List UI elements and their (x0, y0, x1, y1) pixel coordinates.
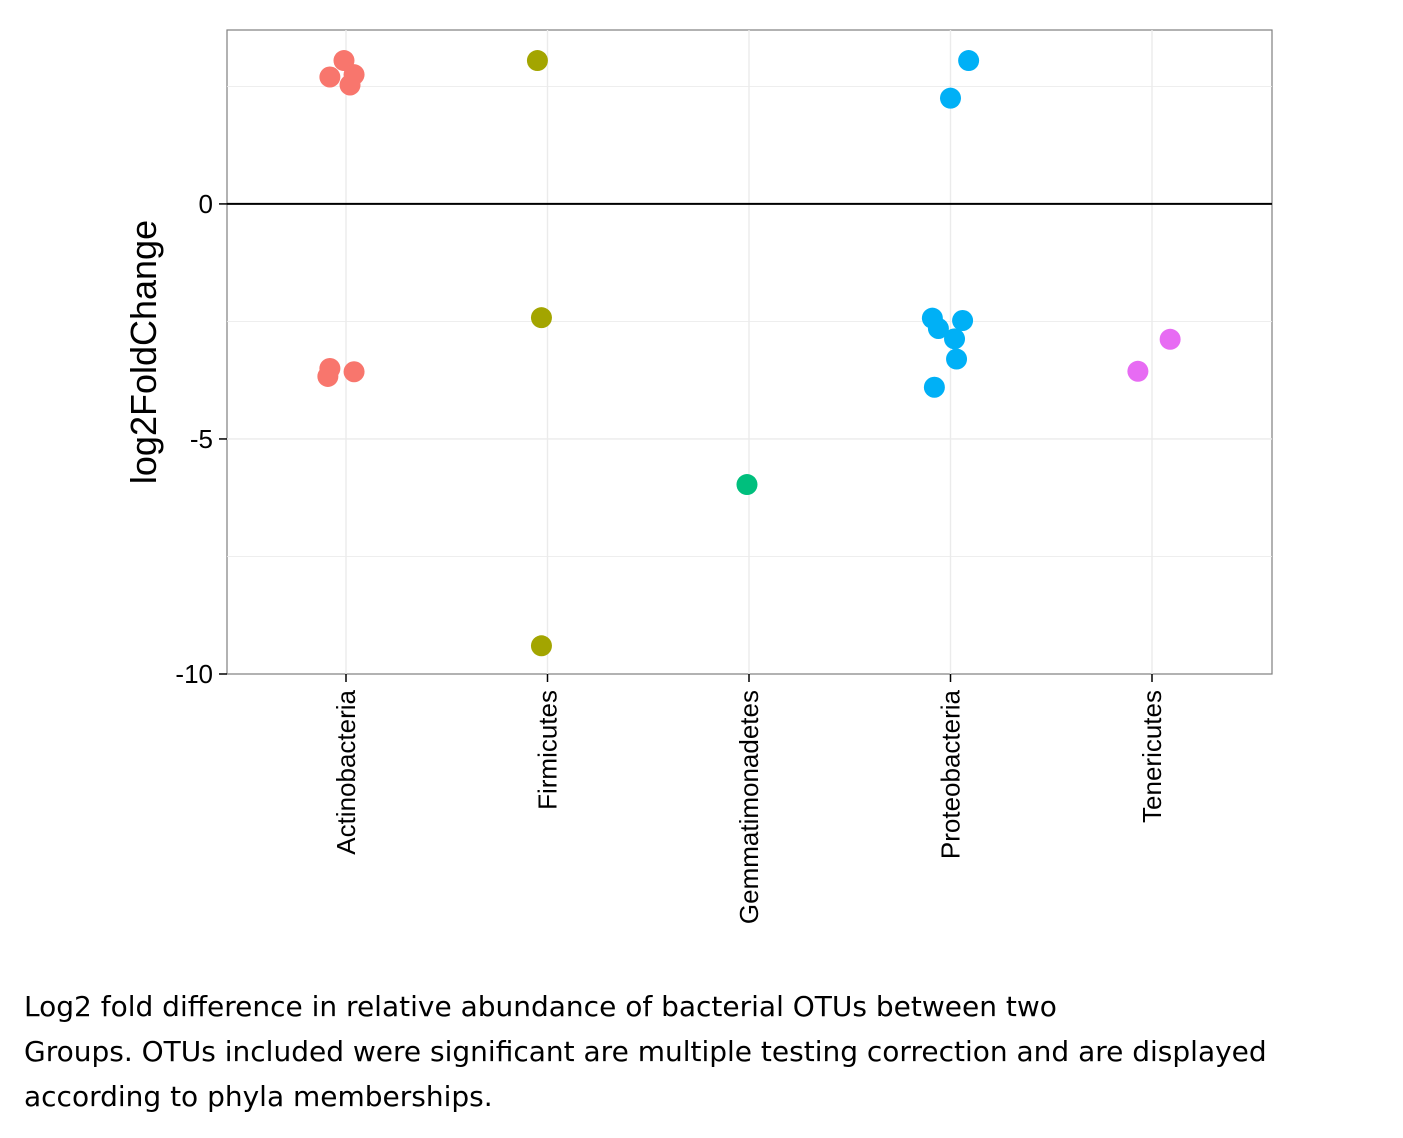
caption-line: Groups. OTUs included were significant a… (24, 1035, 1267, 1068)
y-tick-label: -10 (175, 659, 213, 689)
data-point-tenericutes (1127, 360, 1149, 382)
data-point-proteobacteria (940, 87, 961, 109)
y-axis-title: log2FoldChange (123, 220, 164, 484)
axis-ticks (219, 203, 1153, 682)
x-tick-label-firmicutes: Firmicutes (533, 690, 563, 810)
caption-line: according to phyla memberships. (24, 1080, 493, 1113)
data-point-proteobacteria (944, 328, 966, 350)
data-point-firmicutes (530, 635, 552, 657)
x-tick-label-proteobacteria: Proteobacteria (936, 689, 966, 859)
data-point-proteobacteria (946, 348, 968, 370)
data-points (317, 50, 1181, 657)
figure-caption: Log2 fold difference in relative abundan… (24, 984, 1394, 1119)
x-tick-label-gemmatimonadetes: Gemmatimonadetes (734, 690, 764, 924)
data-point-proteobacteria (927, 317, 949, 339)
y-tick-label: 0 (199, 189, 213, 219)
data-point-proteobacteria (923, 376, 945, 398)
caption-line: Log2 fold difference in relative abundan… (24, 990, 1057, 1023)
data-point-proteobacteria (952, 310, 974, 332)
x-tick-label-actinobacteria: Actinobacteria (331, 689, 361, 854)
data-point-gemmatimonadetes (736, 474, 758, 496)
log2-fold-change-chart: 0 -5 -10 Actinobacteria Firmicutes Gemmatimo… (123, 29, 1273, 924)
y-tick-labels: 0 -5 -10 (175, 189, 213, 689)
data-point-proteobacteria (958, 50, 980, 72)
x-tick-label-tenericutes: Tenericutes (1137, 690, 1167, 823)
x-tick-labels: Actinobacteria Firmicutes Gemmatimonadetes… (331, 689, 1167, 924)
y-tick-label: -5 (190, 424, 213, 454)
data-point-firmicutes (526, 50, 548, 72)
data-point-firmicutes (530, 307, 552, 329)
data-point-actinobacteria (319, 66, 341, 88)
data-point-tenericutes (1159, 328, 1181, 350)
data-point-actinobacteria (339, 74, 361, 96)
data-point-actinobacteria (317, 365, 339, 387)
data-point-actinobacteria (343, 361, 365, 383)
